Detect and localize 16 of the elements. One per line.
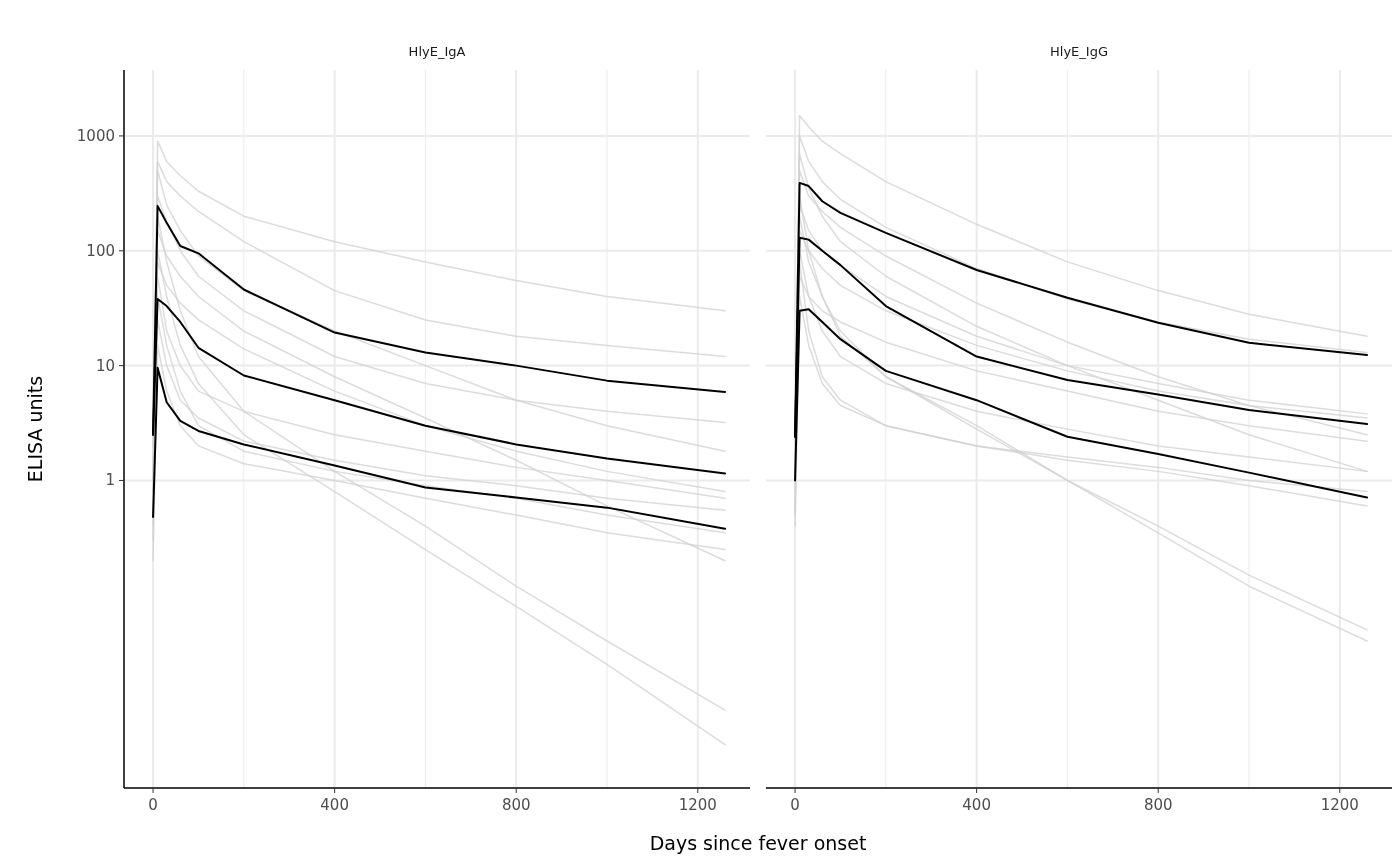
x-tick-label: 800 xyxy=(501,796,531,814)
y-tick-label: 1 xyxy=(105,471,115,490)
chart-title: HlyE_IgA xyxy=(408,44,466,59)
chart-title: HlyE_IgG xyxy=(1050,44,1108,59)
x-tick-label: 1200 xyxy=(1320,796,1359,814)
y-tick-label: 100 xyxy=(86,241,115,260)
x-axis-title: Days since fever onset xyxy=(649,832,867,854)
x-tick-label: 400 xyxy=(962,796,991,814)
x-tick-label: 0 xyxy=(148,796,158,814)
y-axis-title: ELISA units xyxy=(24,375,46,483)
x-tick-label: 0 xyxy=(790,796,800,814)
x-tick-label: 1200 xyxy=(678,796,717,814)
x-tick-label: 800 xyxy=(1143,796,1173,814)
y-tick-label: 1000 xyxy=(76,126,115,145)
y-tick-label: 10 xyxy=(95,356,115,375)
x-tick-label: 400 xyxy=(320,796,349,814)
